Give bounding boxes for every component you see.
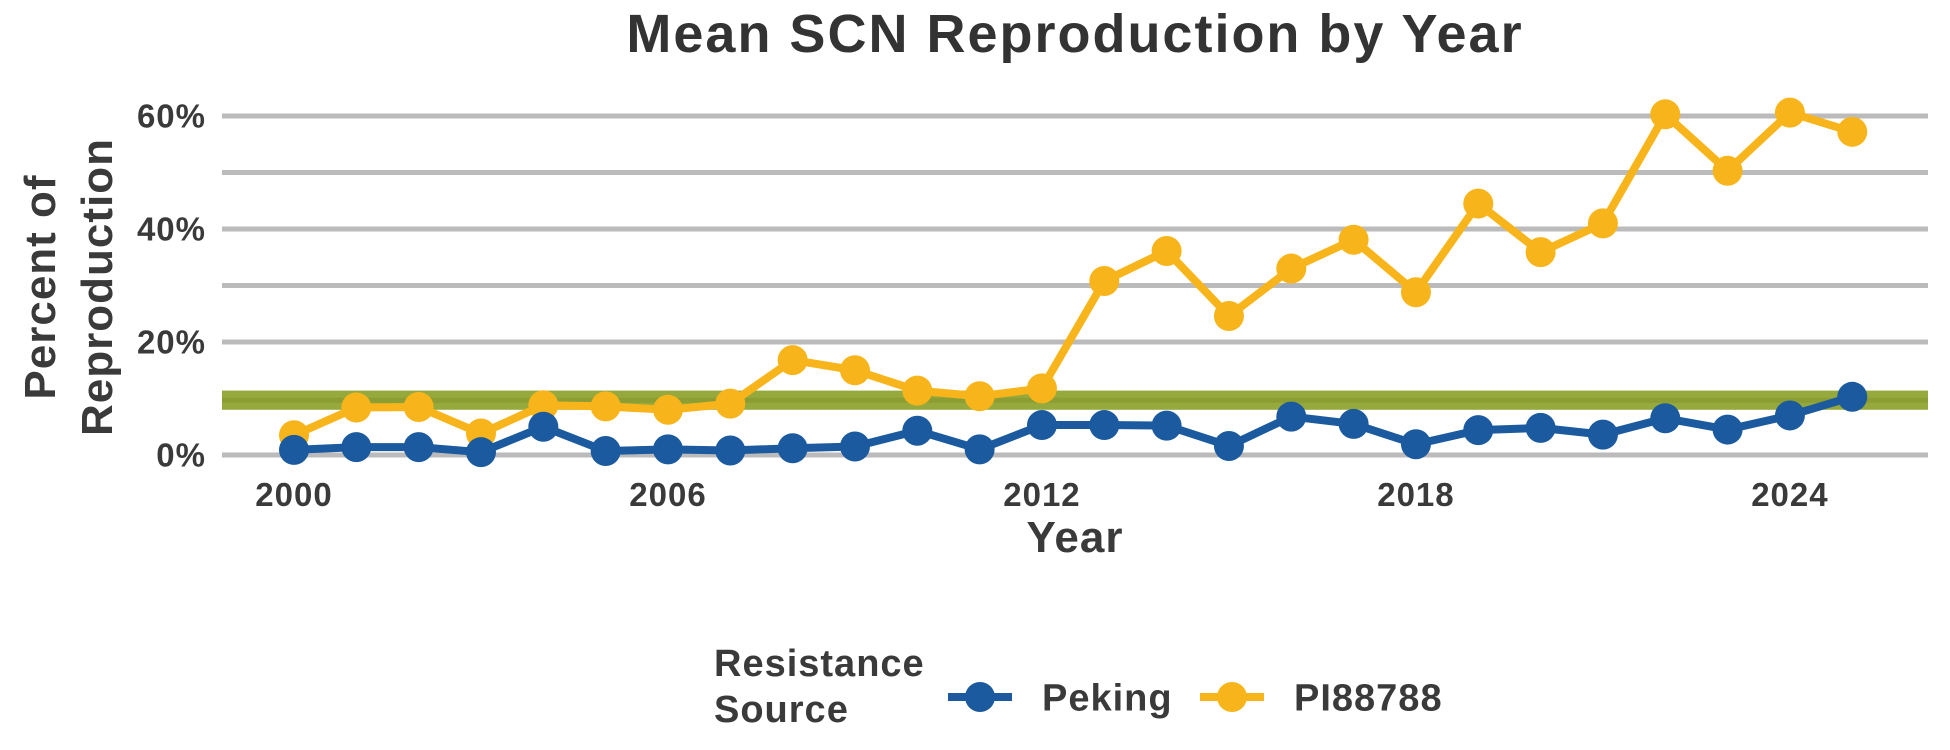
- chart-title: Mean SCN Reproduction by Year: [626, 4, 1523, 64]
- point-peking-2008: [777, 433, 808, 464]
- point-pi88788-2014: [1151, 236, 1182, 267]
- point-pi88788-2023: [1712, 155, 1743, 186]
- point-pi88788-2015: [1213, 301, 1244, 332]
- x-tick-2006: 2006: [629, 476, 706, 513]
- point-peking-2009: [839, 431, 870, 462]
- point-peking-2003: [465, 437, 496, 468]
- y-tick-0: 0%: [156, 437, 206, 474]
- x-tick-2000: 2000: [255, 476, 332, 513]
- point-peking-2023: [1712, 414, 1743, 445]
- x-tick-2018: 2018: [1377, 476, 1454, 513]
- peking-legend-dot-icon: [965, 682, 995, 712]
- point-peking-2025: [1837, 381, 1868, 412]
- x-tick-2024: 2024: [1751, 476, 1828, 513]
- y-axis-tick-labels: 60% 40% 20% 0%: [137, 98, 206, 474]
- legend-title-line2: Source: [714, 689, 849, 731]
- point-pi88788-2016: [1276, 253, 1307, 284]
- point-peking-2005: [590, 436, 621, 467]
- series-pi88788-path: [292, 108, 1854, 439]
- point-pi88788-2022: [1650, 99, 1681, 130]
- point-pi88788-2009: [839, 355, 870, 386]
- x-axis-label: Year: [1027, 513, 1124, 562]
- point-peking-2017: [1338, 408, 1369, 439]
- point-peking-2019: [1463, 415, 1494, 446]
- point-peking-2011: [964, 434, 995, 465]
- point-peking-2022: [1650, 403, 1681, 434]
- point-pi88788-2013: [1089, 265, 1120, 296]
- series-pi88788-line: [279, 97, 1868, 451]
- point-peking-2014: [1151, 410, 1182, 441]
- point-pi88788-2021: [1587, 208, 1618, 239]
- point-pi88788-2020: [1525, 237, 1556, 268]
- point-peking-2013: [1089, 410, 1120, 441]
- point-peking-2004: [528, 411, 559, 442]
- legend-item-peking: Peking: [948, 677, 1173, 719]
- point-pi88788-2008: [777, 345, 808, 376]
- legend-item-pi88788: PI88788: [1200, 677, 1443, 719]
- y-axis-label-line1: Percent of: [16, 174, 65, 399]
- point-pi88788-2004: [528, 390, 559, 421]
- point-pi88788-2005: [590, 391, 621, 422]
- y-tick-40: 40%: [137, 211, 206, 248]
- point-peking-2020: [1525, 412, 1556, 443]
- y-tick-20: 20%: [137, 324, 206, 361]
- point-pi88788-2018: [1400, 277, 1431, 308]
- point-peking-2010: [902, 415, 933, 446]
- point-peking-2015: [1213, 430, 1244, 461]
- point-peking-2024: [1774, 400, 1805, 431]
- point-pi88788-2012: [1026, 373, 1057, 404]
- point-peking-2021: [1587, 419, 1618, 450]
- x-axis-tick-labels: 2000 2006 2012 2018 2024: [255, 476, 1828, 513]
- point-peking-2007: [715, 435, 746, 466]
- x-tick-2012: 2012: [1003, 476, 1080, 513]
- point-peking-2000: [279, 434, 309, 465]
- point-pi88788-2011: [964, 381, 995, 412]
- point-peking-2018: [1400, 429, 1431, 460]
- point-pi88788-2019: [1463, 188, 1494, 219]
- y-tick-60: 60%: [137, 98, 206, 135]
- y-axis-label-line2: Reproduction: [73, 138, 122, 436]
- point-peking-2016: [1276, 401, 1307, 432]
- point-pi88788-2002: [403, 391, 434, 422]
- point-pi88788-2024: [1774, 97, 1805, 128]
- pi88788-legend-dot-icon: [1217, 682, 1247, 712]
- point-peking-2006: [652, 434, 683, 465]
- point-pi88788-2007: [715, 388, 746, 419]
- legend-title-line1: Resistance: [714, 643, 925, 685]
- point-pi88788-2006: [652, 394, 683, 425]
- point-peking-2001: [341, 432, 372, 463]
- series-peking-line: [279, 381, 1868, 468]
- point-peking-2002: [403, 432, 434, 463]
- point-pi88788-2017: [1338, 224, 1369, 255]
- legend-label-peking: Peking: [1042, 677, 1173, 719]
- point-pi88788-2010: [902, 375, 933, 406]
- point-peking-2012: [1026, 410, 1057, 441]
- legend-label-pi88788: PI88788: [1294, 677, 1443, 719]
- point-pi88788-2025: [1837, 116, 1868, 147]
- legend: Resistance Source Peking PI88788: [714, 643, 1443, 731]
- point-pi88788-2001: [341, 392, 372, 423]
